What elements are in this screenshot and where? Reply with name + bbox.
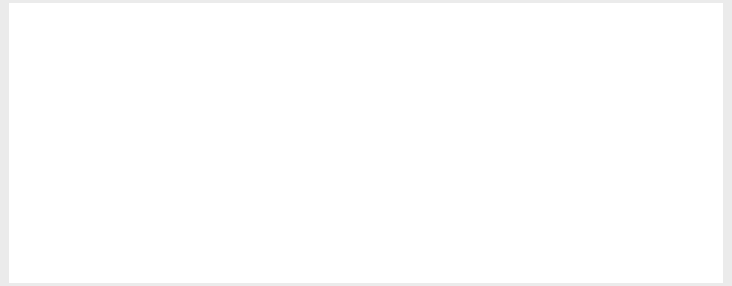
Text: coils (in mH) if the relative magnetic permeability of iron is 5000.: coils (in mH) if the relative magnetic p… <box>31 157 632 174</box>
Text: side on an iron core of a cross-sectional area of 0.005 m² and a: side on an iron core of a cross-sectiona… <box>31 72 613 90</box>
Text: Answer:: Answer: <box>31 240 86 253</box>
Text: Two coils having 500 and 50 turns respectively are wound side by: Two coils having 500 and 50 turns respec… <box>31 30 636 47</box>
Text: mean length of 1.2 m. Calculate the mutual inductance between the: mean length of 1.2 m. Calculate the mutu… <box>31 114 662 132</box>
FancyBboxPatch shape <box>72 232 262 260</box>
Text: Round off your answer to the nearest whole number.: Round off your answer to the nearest who… <box>31 199 515 217</box>
